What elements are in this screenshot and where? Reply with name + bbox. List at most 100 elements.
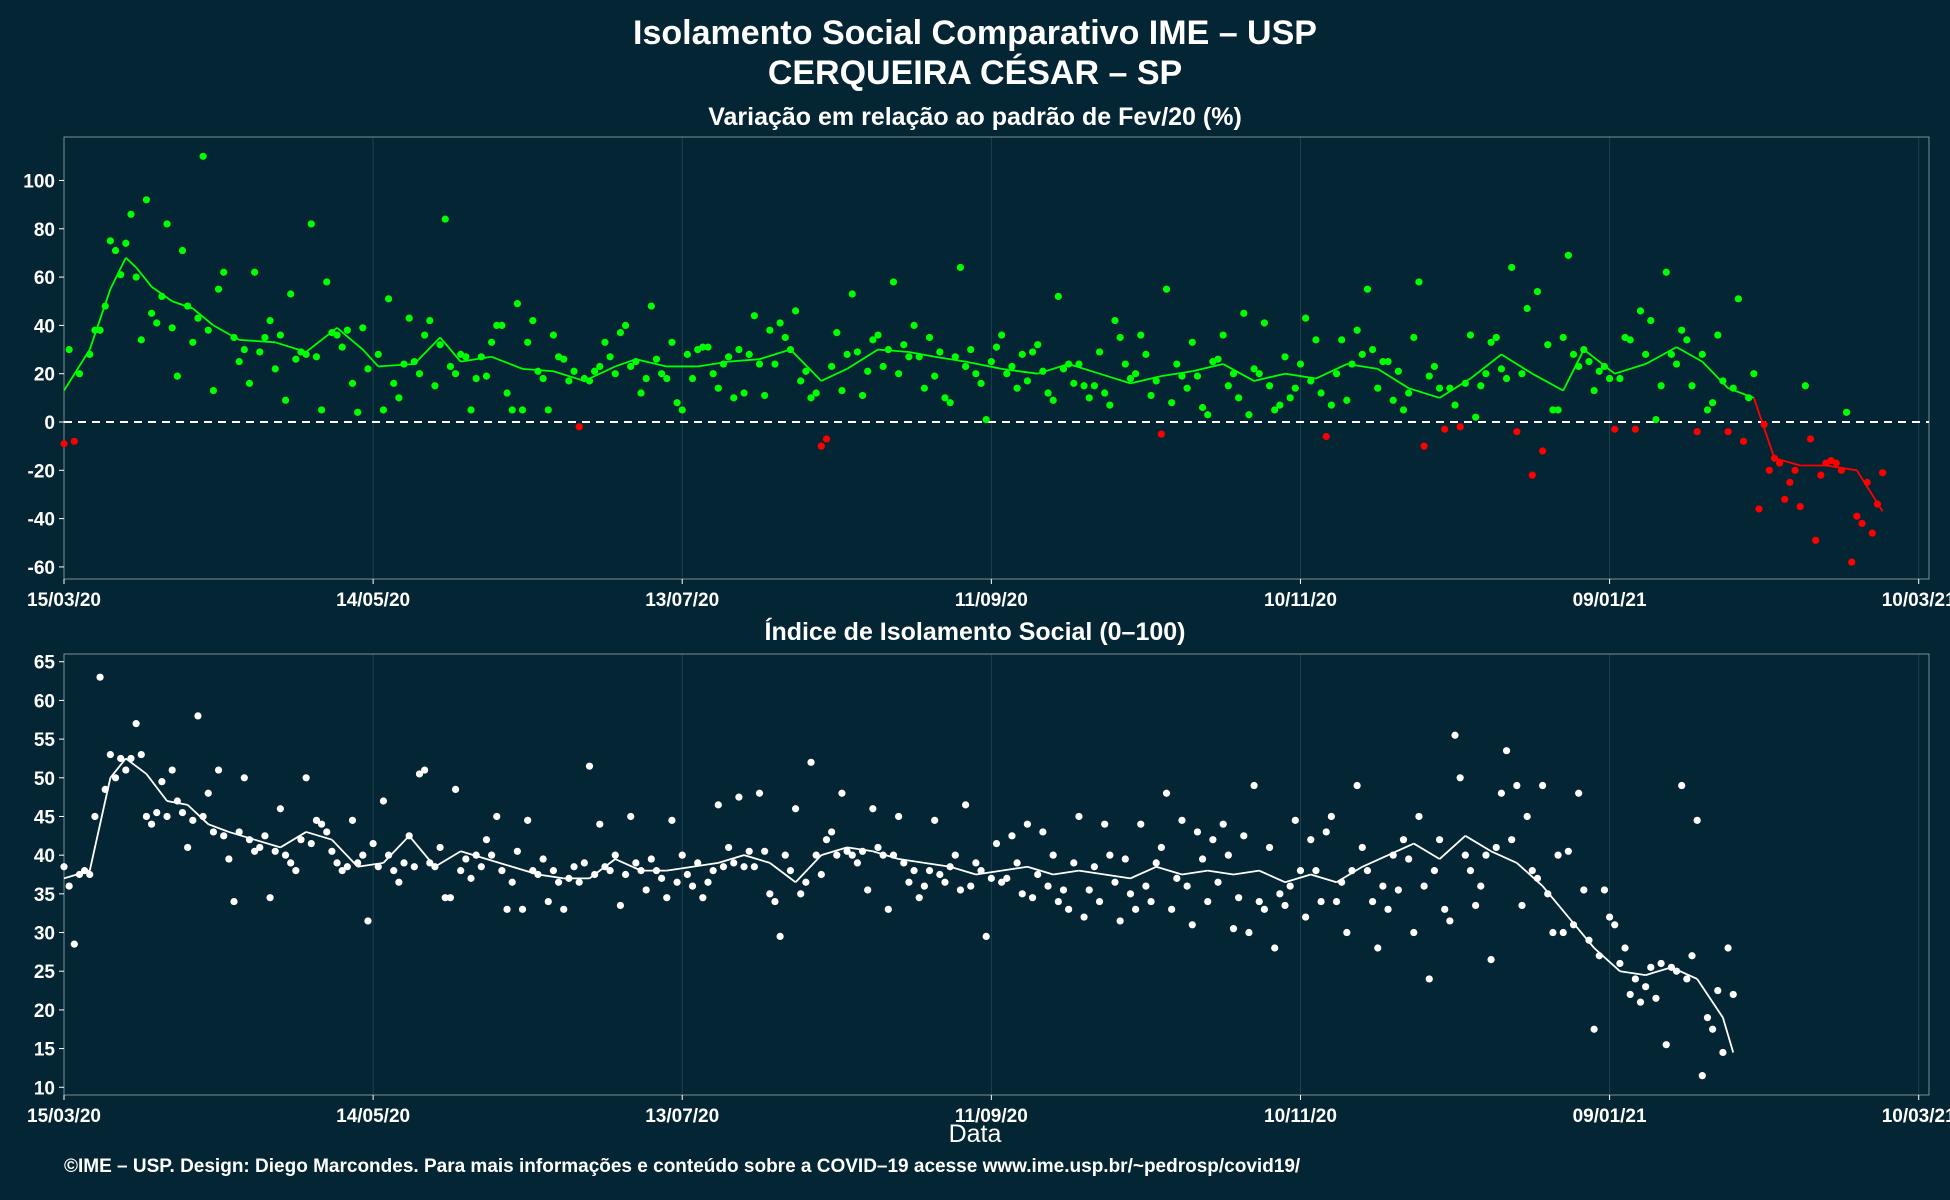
data-point — [869, 805, 877, 813]
data-point — [1812, 536, 1820, 544]
data-point — [1430, 362, 1439, 371]
moving-average-segment — [718, 854, 745, 864]
x-tick-label: 10/11/20 — [1264, 1106, 1337, 1127]
data-point — [1575, 362, 1583, 371]
data-point — [812, 389, 820, 397]
moving-average-segment — [109, 757, 127, 779]
data-point — [518, 406, 527, 414]
data-point — [941, 394, 949, 402]
moving-average-segment — [769, 862, 797, 883]
data-point — [1873, 500, 1882, 508]
data-point — [359, 324, 367, 332]
data-point — [961, 362, 970, 371]
moving-average-segment — [1361, 854, 1389, 868]
data-point — [1111, 878, 1119, 886]
data-point — [220, 832, 228, 840]
moving-average-segment — [1676, 346, 1703, 363]
data-point — [761, 847, 769, 855]
data-point — [941, 878, 949, 886]
data-point — [1832, 459, 1840, 467]
data-point — [446, 362, 454, 371]
data-point — [539, 374, 547, 383]
data-point — [338, 867, 346, 875]
data-point — [1028, 348, 1037, 356]
moving-average-segment — [614, 858, 642, 872]
x-axis-label: Data — [948, 1120, 1002, 1148]
data-point — [194, 712, 202, 720]
data-point — [472, 851, 480, 859]
data-point — [1219, 820, 1227, 828]
data-point — [987, 358, 995, 366]
data-point — [117, 754, 125, 763]
moving-average-segment — [1130, 865, 1157, 880]
data-point — [1065, 905, 1073, 913]
x-tick-label: 13/07/20 — [645, 590, 719, 611]
data-point — [1760, 420, 1768, 429]
data-point — [173, 797, 181, 805]
data-point — [998, 331, 1006, 339]
moving-average-segment — [439, 336, 462, 363]
x-tick-label: 10/11/20 — [1264, 590, 1337, 611]
data-point — [1198, 855, 1207, 863]
data-point — [1178, 372, 1186, 380]
data-point — [920, 882, 928, 890]
moving-average-segment — [336, 327, 364, 351]
data-point — [606, 353, 614, 361]
data-point — [967, 345, 975, 354]
data-point — [879, 362, 887, 371]
data-point — [1152, 377, 1160, 385]
data-point — [637, 867, 645, 875]
y-tick-label: 0 — [44, 413, 55, 434]
data-point — [199, 812, 207, 821]
data-point — [1157, 843, 1165, 852]
data-point — [256, 843, 264, 852]
data-point — [338, 343, 346, 351]
data-point — [1358, 350, 1366, 358]
data-point — [415, 370, 424, 378]
data-point — [1250, 365, 1258, 373]
data-point — [1667, 963, 1676, 971]
moving-average-segment — [1490, 850, 1518, 864]
data-point — [220, 268, 228, 276]
data-point — [755, 789, 764, 797]
data-point — [658, 370, 666, 378]
data-point — [1322, 432, 1330, 441]
data-point — [1539, 781, 1547, 790]
data-point — [683, 870, 691, 879]
data-point — [1296, 360, 1305, 368]
moving-average-segment — [1258, 869, 1286, 884]
data-point — [256, 348, 264, 356]
data-point — [147, 309, 156, 317]
data-point — [1214, 878, 1222, 886]
data-point — [1523, 812, 1531, 821]
data-point — [101, 302, 109, 310]
data-point — [915, 894, 923, 902]
data-point — [1394, 367, 1402, 375]
data-point — [379, 406, 388, 414]
panel-2-title: Índice de Isolamento Social (0–100) — [764, 618, 1186, 646]
data-point — [1863, 478, 1871, 486]
data-point — [410, 358, 418, 366]
moving-average-segment — [1377, 368, 1410, 389]
data-point — [1173, 874, 1181, 882]
data-point — [1642, 983, 1650, 991]
moving-average-segment — [1531, 372, 1564, 392]
data-point — [1353, 326, 1361, 334]
data-point — [1235, 394, 1243, 402]
data-point — [323, 828, 331, 836]
data-point — [106, 237, 114, 245]
moving-average-segment — [1233, 869, 1260, 876]
data-point — [302, 350, 310, 358]
data-point — [601, 863, 609, 871]
data-point — [951, 851, 959, 859]
data-point — [529, 867, 537, 875]
data-point — [1420, 882, 1428, 890]
data-point — [627, 362, 635, 371]
data-point — [987, 874, 995, 882]
data-point — [1590, 1025, 1598, 1033]
moving-average-segment — [1438, 835, 1466, 860]
data-point — [493, 812, 501, 821]
moving-average-segment — [1722, 1017, 1735, 1053]
data-point — [900, 859, 908, 867]
